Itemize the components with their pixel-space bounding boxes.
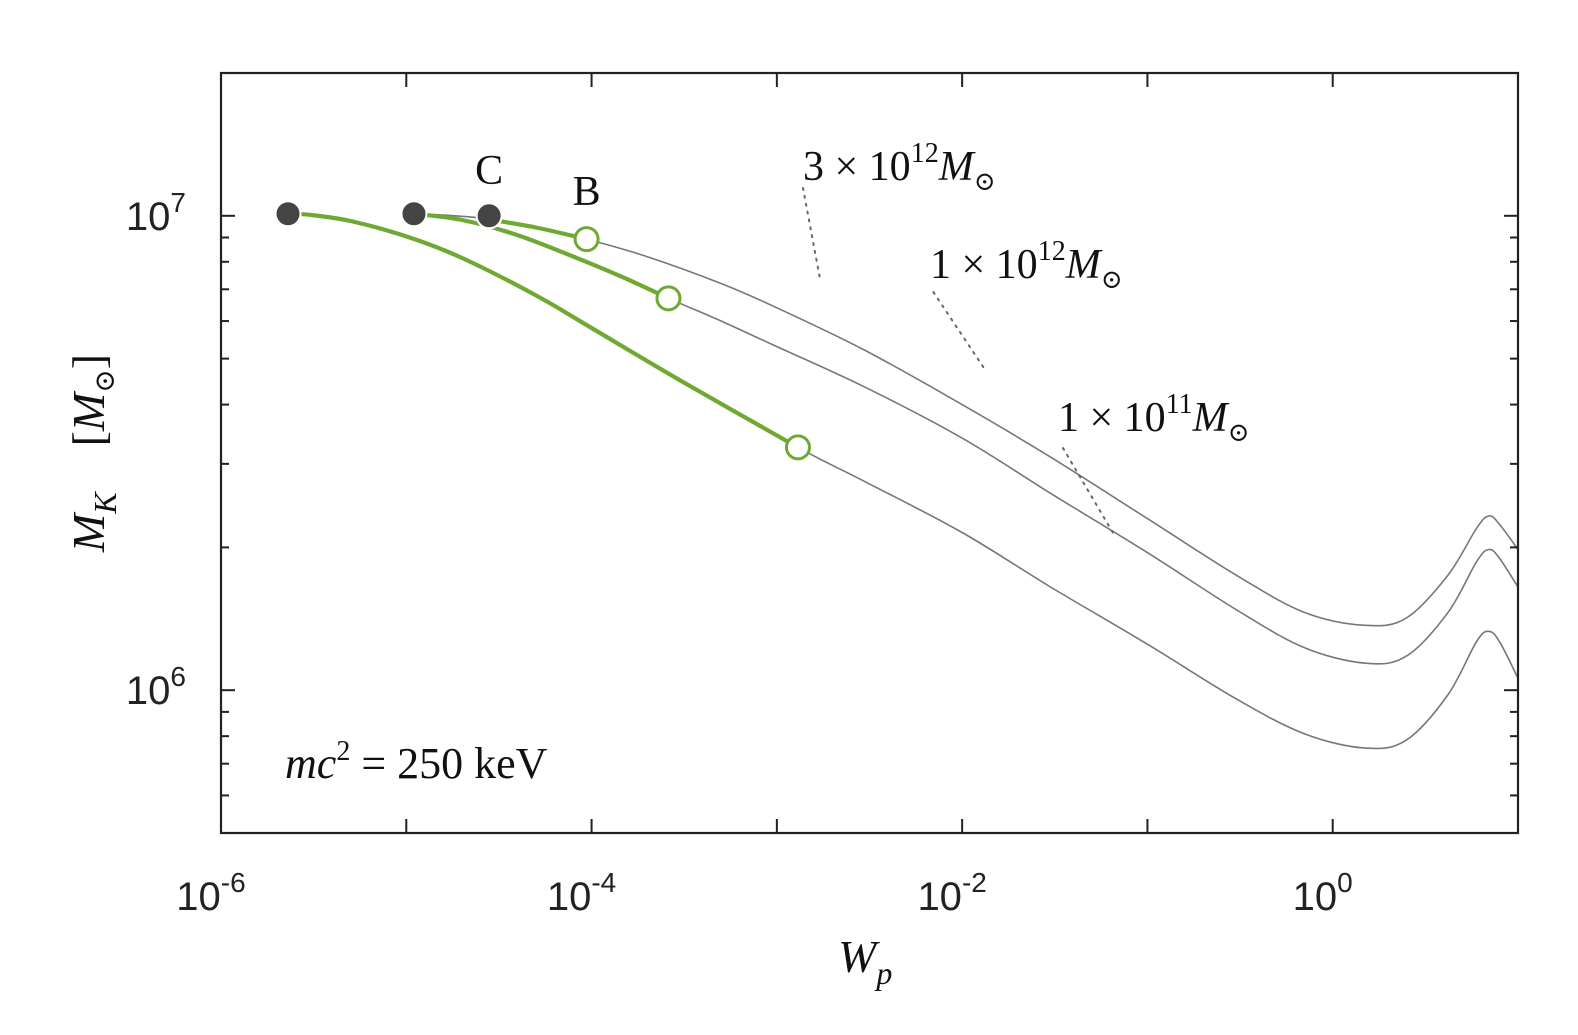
series-markers	[274, 200, 811, 461]
series-line-2	[287, 213, 1519, 750]
y-tick-label-exp: 7	[170, 187, 186, 218]
x-tick-label-base: 10	[917, 875, 962, 919]
series-labels: 3 × 1012M⊙1 × 1012M⊙1 × 1011M⊙	[803, 138, 1249, 447]
y-axis-label-group: MK[M⊙]	[63, 354, 123, 553]
filled-marker-2	[274, 200, 302, 228]
series-label-exp: 11	[1166, 389, 1193, 420]
series-label-sub: ⊙	[1101, 265, 1123, 294]
x-axis-label-main: W	[838, 931, 880, 982]
x-tick-label: 10-6	[176, 867, 245, 919]
series-label-coef: 1 × 10	[1058, 395, 1166, 441]
open-marker-1	[655, 285, 682, 312]
series-label-coef: 1 × 10	[930, 242, 1038, 288]
x-tick-label-base: 10	[1293, 875, 1338, 919]
series-lines-gray	[287, 213, 1519, 750]
series-leader-2	[1059, 442, 1114, 534]
series-label-exp: 12	[1038, 236, 1066, 267]
x-tick-label: 100	[1293, 867, 1353, 919]
x-tick-label: 10-2	[917, 867, 986, 919]
marker-label-B: B	[573, 169, 601, 215]
x-tick-label: 10-4	[547, 867, 616, 919]
series-label-sub: ⊙	[974, 167, 996, 196]
series-leader-1	[931, 289, 985, 369]
y-axis-unit-open: [	[63, 431, 114, 446]
mass-annotation: mc2 = 250 keV	[285, 736, 548, 788]
y-tick-label: 107	[126, 187, 186, 239]
y-tick-label-base: 10	[126, 195, 171, 239]
series-leader-0	[802, 187, 821, 278]
axis-ticks	[220, 72, 1519, 834]
series-label-2: 1 × 1011M⊙	[1058, 389, 1249, 447]
series-lines-green	[285, 211, 801, 450]
series-label-coef: 3 × 10	[803, 144, 911, 190]
y-tick-label-base: 10	[126, 669, 171, 713]
open-marker-2	[784, 434, 811, 461]
x-tick-label-exp: -6	[221, 867, 246, 898]
y-axis-label-sub: K	[87, 491, 123, 515]
y-axis-unit-main: M	[63, 390, 114, 432]
mass-annotation-exp: 2	[336, 736, 350, 767]
series-label-exp: 12	[911, 138, 939, 169]
x-tick-label-base: 10	[547, 875, 592, 919]
y-axis-unit-close: ]	[63, 354, 114, 369]
series-green-segment-1	[411, 211, 671, 301]
series-label-sub: ⊙	[1228, 418, 1250, 447]
plot-area-frame	[219, 71, 1520, 835]
x-axis-label: Wp	[838, 931, 892, 991]
marker-label-C: C	[475, 148, 503, 194]
x-tick-label-exp: -2	[962, 867, 987, 898]
filled-marker-1	[400, 200, 428, 228]
y-tick-label: 106	[126, 661, 186, 713]
x-tick-label-exp: 0	[1337, 867, 1353, 898]
series-label-main: M	[1192, 395, 1230, 441]
series-label-1: 1 × 1012M⊙	[930, 236, 1122, 294]
y-axis-label: MK[M⊙]	[63, 354, 123, 553]
series-label-0: 3 × 1012M⊙	[803, 138, 995, 196]
y-axis-label-main: M	[63, 511, 114, 553]
y-axis-unit-sub: ⊙	[90, 369, 121, 392]
y-tick-label-exp: 6	[170, 661, 186, 692]
series-green-segment-2	[285, 211, 801, 450]
mass-annotation-lhs: mc	[285, 739, 337, 788]
filled-marker-0	[475, 202, 503, 230]
label-leader-lines	[802, 187, 1114, 534]
open-marker-0	[573, 226, 600, 253]
x-axis-label-sub: p	[874, 955, 892, 991]
x-tick-label-base: 10	[176, 875, 221, 919]
series-line-0	[420, 213, 1519, 627]
mass-annotation-rest: = 250 keV	[350, 739, 547, 788]
series-label-main: M	[1065, 242, 1103, 288]
series-label-main: M	[938, 144, 976, 190]
x-tick-label-exp: -4	[591, 867, 616, 898]
